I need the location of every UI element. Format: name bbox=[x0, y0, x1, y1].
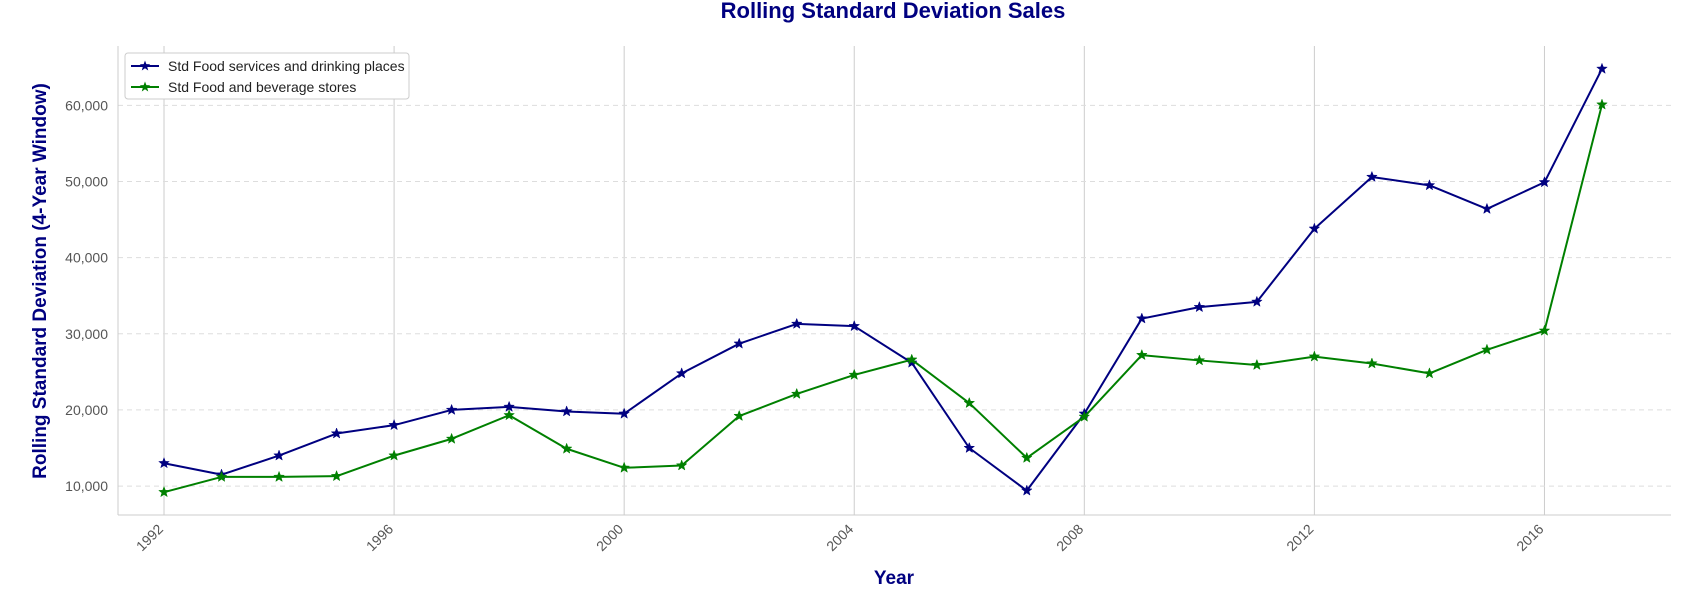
data-point bbox=[675, 367, 688, 379]
data-point bbox=[445, 432, 458, 444]
x-tick-label: 1992 bbox=[133, 521, 166, 554]
data-point bbox=[618, 407, 631, 419]
y-tick-label: 60,000 bbox=[65, 97, 108, 113]
x-tick-label: 1996 bbox=[363, 521, 396, 554]
data-point bbox=[618, 461, 631, 473]
x-tick-label: 2000 bbox=[593, 521, 626, 554]
data-point bbox=[215, 470, 228, 482]
data-point bbox=[733, 337, 746, 349]
data-point bbox=[388, 418, 401, 431]
data-point bbox=[1308, 222, 1321, 234]
series-group bbox=[158, 98, 1608, 498]
grid-layer bbox=[118, 46, 1671, 515]
data-point bbox=[273, 470, 285, 482]
data-point bbox=[1423, 179, 1436, 191]
data-point bbox=[330, 427, 343, 439]
data-point bbox=[1538, 324, 1551, 336]
legend-item: Std Food and beverage stores bbox=[131, 79, 356, 95]
data-point bbox=[848, 319, 861, 332]
data-point bbox=[963, 441, 976, 454]
data-point bbox=[560, 442, 573, 454]
data-point bbox=[733, 409, 746, 422]
legend-marker bbox=[139, 81, 151, 92]
data-point bbox=[1481, 343, 1493, 355]
data-point bbox=[905, 353, 918, 365]
data-point bbox=[848, 368, 861, 380]
data-point bbox=[790, 387, 803, 399]
chart-title: Rolling Standard Deviation Sales bbox=[721, 0, 1066, 23]
y-tick-label: 50,000 bbox=[65, 174, 108, 190]
data-point bbox=[1481, 202, 1493, 214]
x-tick-label: 2004 bbox=[823, 521, 856, 554]
data-point bbox=[790, 317, 803, 329]
x-tick-label: 2008 bbox=[1053, 521, 1086, 554]
y-tick-label: 30,000 bbox=[65, 326, 108, 342]
data-point bbox=[158, 485, 170, 498]
legend-marker bbox=[139, 60, 151, 71]
y-tick-label: 40,000 bbox=[65, 250, 108, 266]
data-point bbox=[445, 403, 458, 415]
series-line bbox=[163, 68, 1603, 492]
data-point bbox=[1020, 484, 1033, 496]
data-point bbox=[388, 449, 401, 461]
data-point bbox=[1596, 98, 1608, 110]
data-point bbox=[1135, 348, 1148, 361]
data-point bbox=[1250, 358, 1263, 371]
data-point bbox=[330, 469, 343, 482]
axes-layer bbox=[117, 46, 1671, 516]
data-point bbox=[675, 459, 688, 471]
data-point bbox=[1308, 350, 1321, 362]
data-point bbox=[1078, 410, 1091, 422]
x-axis-label: Year bbox=[874, 568, 915, 589]
data-point bbox=[1365, 170, 1378, 182]
data-point bbox=[1193, 300, 1206, 313]
data-point bbox=[1193, 354, 1206, 366]
series-layer bbox=[158, 62, 1608, 498]
data-point bbox=[1250, 295, 1263, 307]
data-point bbox=[503, 409, 516, 421]
y-tick-label: 20,000 bbox=[65, 402, 108, 418]
x-tick-labels: 1992 1996 2000 2004 2008 2012 2016 bbox=[133, 521, 1547, 554]
data-point bbox=[1423, 367, 1436, 379]
legend-label: Std Food and beverage stores bbox=[168, 79, 356, 95]
data-point bbox=[1365, 357, 1378, 369]
x-tick-label: 2016 bbox=[1513, 521, 1546, 554]
legend-label: Std Food services and drinking places bbox=[168, 58, 405, 74]
data-point bbox=[1538, 176, 1551, 188]
data-point bbox=[158, 457, 170, 469]
legend-items: Std Food services and drinking places Std… bbox=[131, 58, 405, 95]
y-tick-labels: 10,000 20,000 30,000 40,000 50,000 60,000 bbox=[65, 97, 108, 494]
legend-item: Std Food services and drinking places bbox=[131, 58, 405, 74]
series-line bbox=[163, 104, 1603, 494]
data-point bbox=[273, 449, 285, 461]
data-point bbox=[1135, 312, 1148, 324]
y-tick-label: 10,000 bbox=[65, 478, 108, 494]
x-tick-label: 2012 bbox=[1283, 521, 1316, 554]
legend-box bbox=[124, 52, 410, 100]
y-axis-label: Rolling Standard Deviation (4-Year Windo… bbox=[30, 83, 51, 479]
legend: Std Food services and drinking places Std… bbox=[124, 52, 410, 100]
series-group bbox=[158, 62, 1608, 496]
data-point bbox=[1596, 62, 1608, 74]
data-point bbox=[1020, 451, 1033, 463]
data-point bbox=[963, 396, 976, 409]
data-point bbox=[560, 405, 573, 417]
